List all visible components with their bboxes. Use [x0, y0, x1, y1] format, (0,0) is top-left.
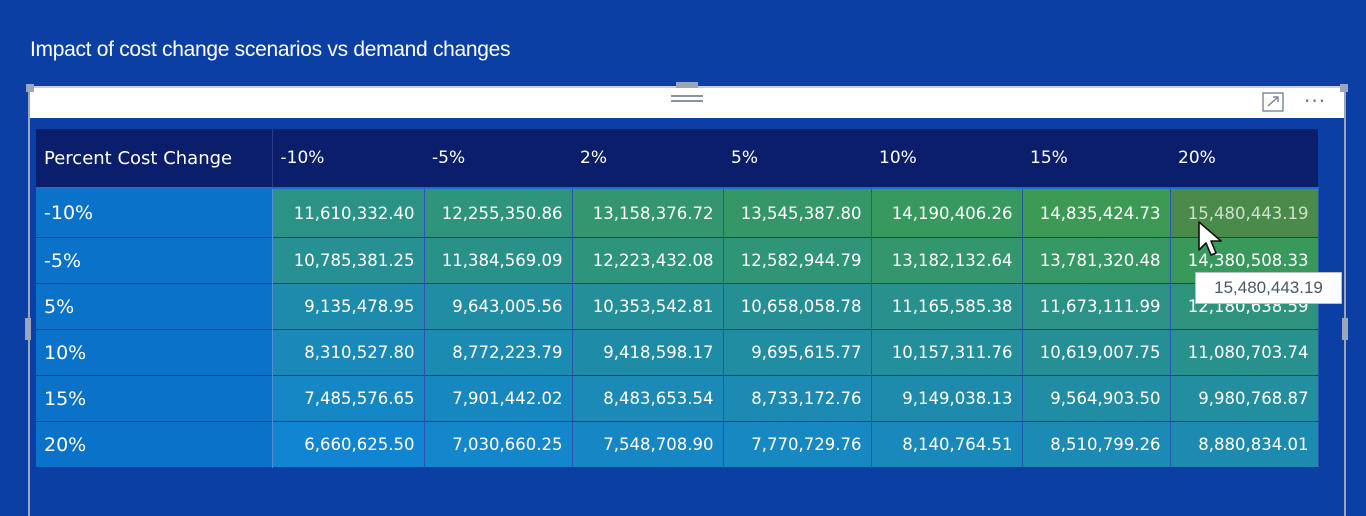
value-cell[interactable]: 9,643,005.56 — [424, 283, 573, 330]
value-cell[interactable]: 7,030,660.25 — [424, 421, 573, 468]
drag-grip-icon[interactable] — [671, 92, 703, 108]
value-cell[interactable]: 7,485,576.65 — [272, 375, 425, 422]
visual-frame — [28, 86, 1346, 516]
value-cell[interactable]: 10,157,311.76 — [871, 329, 1023, 376]
value-cell[interactable]: 9,695,615.77 — [723, 329, 872, 376]
value-cell[interactable]: 9,149,038.13 — [871, 375, 1023, 422]
value-cell[interactable]: 9,980,768.87 — [1170, 375, 1319, 422]
value-cell[interactable]: 8,310,527.80 — [272, 329, 425, 376]
value-cell[interactable]: 8,140,764.51 — [871, 421, 1023, 468]
value-cell[interactable]: 11,384,569.09 — [424, 237, 573, 284]
value-cell[interactable]: 10,353,542.81 — [572, 283, 724, 330]
value-cell[interactable]: 9,418,598.17 — [572, 329, 724, 376]
value-cell[interactable]: 11,673,111.99 — [1022, 283, 1171, 330]
value-cell[interactable]: 11,610,332.40 — [272, 187, 425, 238]
matrix-row: 15% 7,485,576.65 7,901,442.02 8,483,653.54 8… — [36, 375, 1319, 422]
value-cell[interactable]: 13,158,376.72 — [572, 187, 724, 238]
resize-handle-right[interactable] — [1342, 318, 1348, 340]
value-cell[interactable]: 9,135,478.95 — [272, 283, 425, 330]
value-cell[interactable]: 14,380,508.33 — [1170, 237, 1319, 284]
row-header[interactable]: -10% — [36, 187, 273, 238]
value-cell[interactable]: 8,880,834.01 — [1170, 421, 1319, 468]
row-header[interactable]: 10% — [36, 329, 273, 376]
column-header[interactable]: 10% — [871, 129, 1022, 188]
value-cell[interactable]: 7,770,729.76 — [723, 421, 872, 468]
column-header[interactable]: 20% — [1170, 129, 1318, 188]
value-cell[interactable]: 12,255,350.86 — [424, 187, 573, 238]
column-header[interactable]: -5% — [424, 129, 572, 188]
value-cell[interactable]: 14,835,424.73 — [1022, 187, 1171, 238]
resize-handle-top-left[interactable] — [26, 84, 34, 92]
value-cell[interactable]: 13,781,320.48 — [1022, 237, 1171, 284]
value-cell[interactable]: 8,733,172.76 — [723, 375, 872, 422]
value-cell[interactable]: 8,772,223.79 — [424, 329, 573, 376]
matrix-row: -10% 11,610,332.40 12,255,350.86 13,158,376… — [36, 187, 1319, 238]
column-header[interactable]: -10% — [272, 129, 424, 188]
row-header[interactable]: 20% — [36, 421, 273, 468]
value-cell[interactable]: 12,582,944.79 — [723, 237, 872, 284]
row-header[interactable]: 15% — [36, 375, 273, 422]
matrix-corner-header[interactable]: Percent Cost Change — [36, 129, 273, 188]
value-cell[interactable]: 8,483,653.54 — [572, 375, 724, 422]
column-header[interactable]: 5% — [723, 129, 871, 188]
resize-handle-top-right[interactable] — [1340, 84, 1348, 92]
value-cell[interactable]: 6,660,625.50 — [272, 421, 425, 468]
value-cell[interactable]: 7,548,708.90 — [572, 421, 724, 468]
value-cell[interactable]: 12,223,432.08 — [572, 237, 724, 284]
value-cell[interactable]: 15,480,443.19 — [1170, 187, 1319, 238]
matrix-row: 10% 8,310,527.80 8,772,223.79 9,418,598.17 9… — [36, 329, 1319, 376]
column-header[interactable]: 2% — [572, 129, 723, 188]
value-cell[interactable]: 13,182,132.64 — [871, 237, 1023, 284]
value-cell[interactable]: 11,080,703.74 — [1170, 329, 1319, 376]
matrix-table: Percent Cost Change -10% -5% 2% 5% 10% 1… — [36, 129, 1319, 468]
column-header[interactable]: 15% — [1022, 129, 1170, 188]
resize-handle-left[interactable] — [25, 318, 31, 340]
value-cell[interactable]: 8,510,799.26 — [1022, 421, 1171, 468]
row-header[interactable]: -5% — [36, 237, 273, 284]
value-cell[interactable]: 7,901,442.02 — [424, 375, 573, 422]
visual-title: Impact of cost change scenarios vs deman… — [30, 38, 511, 61]
more-options-icon[interactable]: ··· — [1304, 89, 1327, 113]
value-cell[interactable]: 13,545,387.80 — [723, 187, 872, 238]
value-cell[interactable]: 11,165,585.38 — [871, 283, 1023, 330]
mouse-pointer-icon — [1198, 221, 1222, 256]
matrix-header-row: Percent Cost Change -10% -5% 2% 5% 10% 1… — [36, 129, 1318, 188]
matrix-row: 20% 6,660,625.50 7,030,660.25 7,548,708.90 7… — [36, 421, 1319, 468]
value-cell[interactable]: 14,190,406.26 — [871, 187, 1023, 238]
value-cell[interactable]: 9,564,903.50 — [1022, 375, 1171, 422]
value-cell[interactable]: 10,785,381.25 — [272, 237, 425, 284]
value-cell[interactable]: 10,658,058.78 — [723, 283, 872, 330]
value-tooltip: 15,480,443.19 — [1195, 272, 1342, 304]
resize-handle-top[interactable] — [676, 82, 698, 88]
focus-mode-icon[interactable] — [1262, 92, 1284, 112]
row-header[interactable]: 5% — [36, 283, 273, 330]
matrix-row: -5% 10,785,381.25 11,384,569.09 12,223,432.… — [36, 237, 1319, 284]
value-cell[interactable]: 10,619,007.75 — [1022, 329, 1171, 376]
matrix-row: 5% 9,135,478.95 9,643,005.56 10,353,542.81 1… — [36, 283, 1319, 330]
